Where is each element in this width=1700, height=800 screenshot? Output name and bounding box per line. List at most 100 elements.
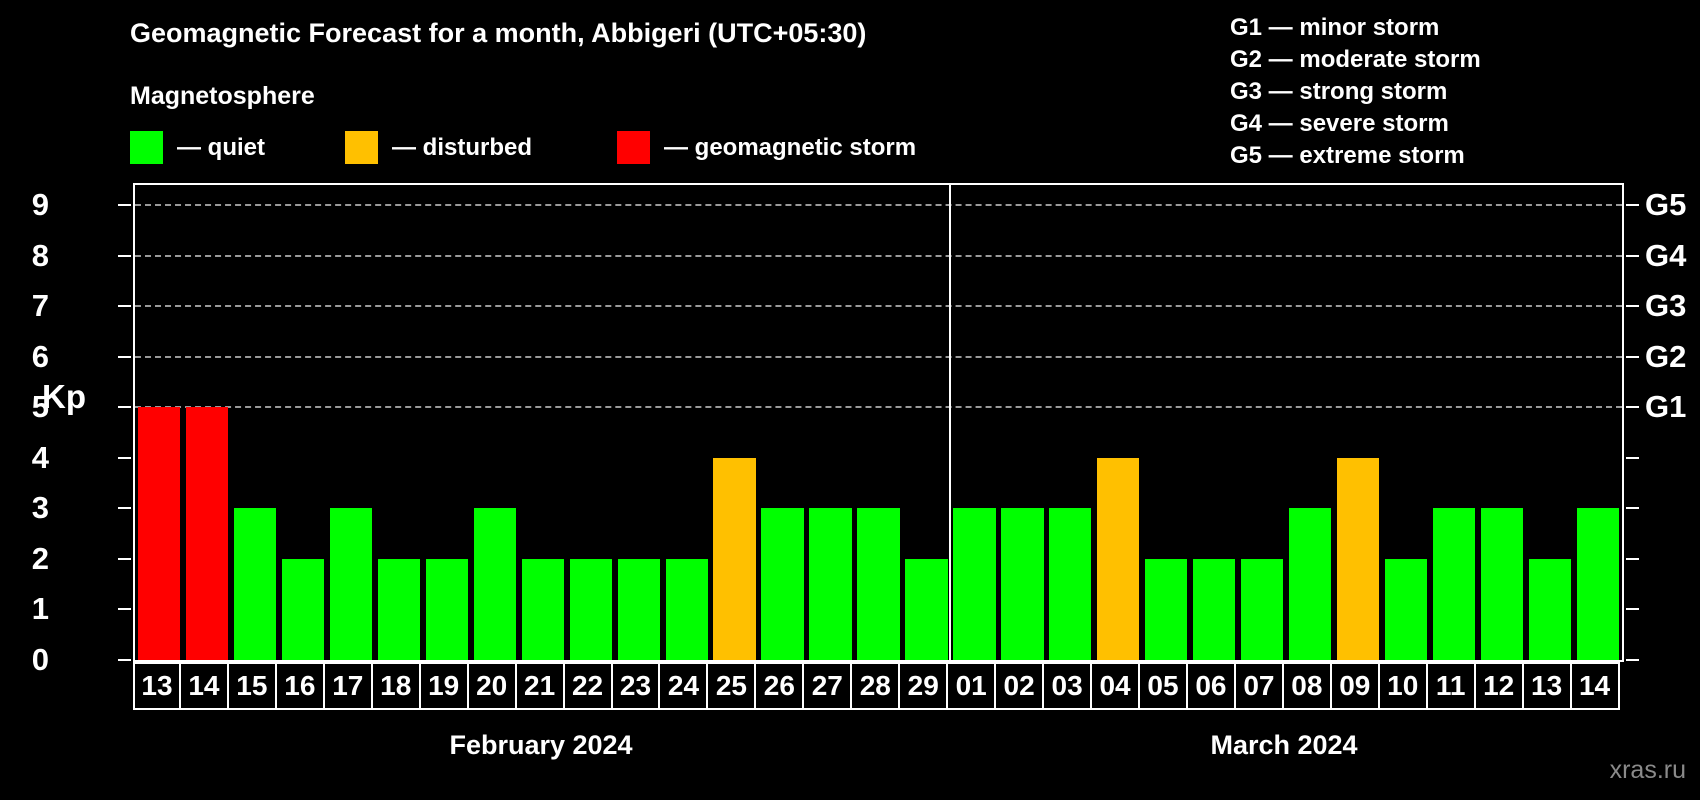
right-axis-tick — [1626, 608, 1639, 611]
date-label: 13 — [133, 662, 181, 710]
y-tick-label: 1 — [31, 591, 49, 627]
kp-bar — [473, 508, 516, 660]
date-axis: 13 14 15 16 17 18 19 20 21 22 23 24 25 26 27 28 29 01 02 03… — [133, 662, 1624, 710]
storm-scale-entry: G2 — moderate storm — [1230, 46, 1481, 73]
disturbed-swatch-icon — [345, 131, 378, 164]
date-label: 09 — [1329, 662, 1380, 710]
kp-bar — [1145, 558, 1188, 660]
plot-area: 0 1 2 3 4 5 6 7 8 9 G1 G2 G3 G4 G5 — [32, 183, 1686, 677]
left-axis-tick — [118, 355, 131, 358]
kp-bar — [1385, 558, 1428, 660]
left-axis-tick — [118, 406, 131, 409]
kp-bar — [137, 407, 181, 660]
legend-label: — geomagnetic storm — [664, 133, 917, 161]
date-label: 11 — [1425, 662, 1476, 710]
date-label: 06 — [1185, 662, 1236, 710]
right-axis-tick — [1626, 507, 1639, 510]
date-label: 19 — [418, 662, 469, 710]
y-tick-label: 7 — [31, 288, 49, 324]
y-tick-label: 9 — [31, 187, 49, 223]
date-label: 02 — [994, 662, 1045, 710]
date-label: 14 — [1569, 662, 1620, 710]
date-label: 08 — [1281, 662, 1332, 710]
month-label-march: March 2024 — [1210, 730, 1358, 760]
y-tick-label: 6 — [31, 338, 49, 374]
date-label: 24 — [658, 662, 709, 710]
right-axis-tick — [1626, 254, 1639, 257]
kp-bar — [1097, 457, 1140, 660]
kp-bar — [1337, 457, 1380, 660]
y-tick-label: 5 — [31, 389, 49, 425]
kp-bar — [329, 508, 372, 660]
kp-bar — [1528, 558, 1572, 660]
kp-bar — [425, 558, 468, 660]
kp-bar — [1433, 508, 1476, 660]
storm-scale-entry: G4 — severe storm — [1230, 110, 1449, 137]
date-label: 27 — [802, 662, 853, 710]
legend-item-storm: — geomagnetic storm — [617, 131, 916, 164]
left-axis-tick — [118, 659, 131, 661]
left-axis-tick — [118, 557, 131, 560]
gridline-kp9 — [135, 204, 1622, 207]
date-label: 10 — [1377, 662, 1428, 710]
kp-bar — [185, 407, 229, 660]
kp-bar — [1049, 508, 1092, 660]
date-label: 25 — [706, 662, 757, 710]
date-label: 12 — [1473, 662, 1524, 710]
month-label-february: February 2024 — [449, 730, 633, 760]
date-label: 07 — [1233, 662, 1284, 710]
kp-bar — [1289, 508, 1332, 660]
date-label: 13 — [1521, 662, 1572, 710]
date-label: 23 — [610, 662, 661, 710]
right-axis-tick — [1626, 355, 1639, 358]
left-axis-tick — [118, 456, 131, 459]
gridline-kp8 — [135, 254, 1622, 257]
legend-label: — quiet — [177, 133, 265, 161]
kp-bar — [761, 508, 804, 660]
y-axis-label: Kp — [42, 378, 86, 415]
date-label: 04 — [1090, 662, 1141, 710]
date-label: 16 — [274, 662, 325, 710]
date-label: 18 — [370, 662, 421, 710]
right-axis-tick — [1626, 204, 1639, 207]
gridline-kp5 — [135, 406, 1622, 409]
kp-bar — [281, 558, 324, 660]
kp-bar — [1241, 558, 1284, 660]
date-label: 17 — [322, 662, 373, 710]
legend-item-quiet: — quiet — [130, 131, 265, 164]
watermark: xras.ru — [1609, 756, 1686, 784]
gridline-kp7 — [135, 305, 1622, 308]
y-tick-label: 2 — [31, 540, 49, 576]
kp-bar — [1480, 508, 1524, 660]
y-tick-label: 8 — [31, 237, 49, 273]
storm-scale-entry: G1 — minor storm — [1230, 14, 1440, 41]
kp-bar — [1576, 508, 1620, 660]
date-label: 15 — [226, 662, 277, 710]
kp-bar — [521, 558, 564, 660]
gridline-kp6 — [135, 355, 1622, 358]
right-axis-tick — [1626, 659, 1639, 661]
g-scale-tick-label-g4: G4 — [1645, 237, 1687, 273]
date-label: 22 — [562, 662, 613, 710]
kp-bar — [233, 508, 277, 660]
left-axis-tick — [118, 608, 131, 611]
kp-bar — [569, 558, 612, 660]
kp-bar — [809, 508, 852, 660]
storm-scale-entry: G5 — extreme storm — [1230, 142, 1465, 169]
page-title: Geomagnetic Forecast for a month, Abbige… — [130, 18, 867, 48]
chart-subtitle: Magnetosphere — [130, 82, 315, 110]
y-tick-label: 4 — [31, 439, 49, 475]
date-label: 29 — [898, 662, 949, 710]
right-axis-tick — [1626, 305, 1639, 308]
kp-bar — [617, 558, 660, 660]
date-label: 14 — [178, 662, 229, 710]
g-scale-tick-label-g1: G1 — [1645, 389, 1687, 425]
kp-bar — [665, 558, 708, 660]
kp-bar — [1001, 508, 1044, 660]
month-divider-line — [949, 185, 952, 660]
kp-bar — [1193, 558, 1236, 660]
date-label: 03 — [1042, 662, 1093, 710]
right-axis-tick — [1626, 557, 1639, 560]
right-axis-tick — [1626, 406, 1639, 409]
storm-swatch-icon — [617, 131, 650, 164]
